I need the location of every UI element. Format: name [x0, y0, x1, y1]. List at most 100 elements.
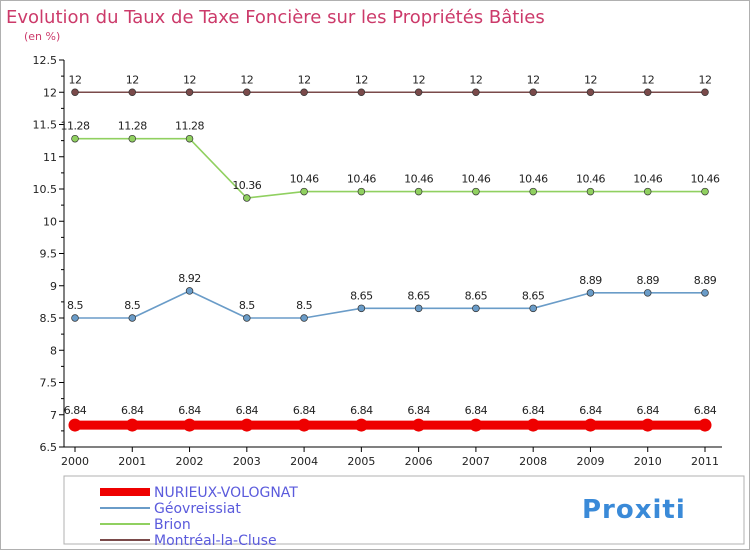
data-point — [128, 134, 137, 143]
data-point — [526, 418, 540, 432]
proxiti-logo: Proxiti — [582, 495, 686, 525]
data-point — [414, 304, 423, 313]
data-label: 12 — [298, 73, 311, 86]
y-tick-label: 11.5 — [33, 119, 58, 132]
y-axis-ticks: 6.5 7 7.5 8 8.5 9 9.5 10 10.5 11 11.5 12 12.5 — [33, 54, 64, 454]
data-label: 8.92 — [178, 272, 201, 285]
series-nurieux-volognat — [68, 418, 712, 432]
data-label: 8.89 — [694, 274, 717, 287]
data-label: 8.65 — [465, 289, 488, 302]
chart-title: Evolution du Taux de Taxe Foncière sur l… — [6, 7, 545, 28]
data-label: 10.46 — [290, 173, 319, 186]
x-axis-ticks: 2000 2001 2002 2003 2004 2005 2006 2007 2008 2009… — [61, 447, 719, 468]
x-tick-label: 2001 — [118, 455, 146, 468]
data-label: 11.28 — [61, 120, 90, 133]
data-label: 6.84 — [636, 404, 659, 417]
x-tick-label: 2011 — [691, 455, 719, 468]
data-point — [529, 88, 537, 96]
data-point — [357, 187, 366, 196]
data-point — [185, 287, 194, 295]
legend-label: Géovreissiat — [154, 501, 241, 517]
data-label: 6.84 — [178, 404, 201, 417]
y-tick-label: 9.5 — [40, 248, 58, 261]
data-point — [243, 88, 251, 96]
y-tick-label: 8 — [50, 344, 57, 357]
data-point — [414, 187, 423, 196]
data-point — [412, 418, 426, 432]
legend-label: Montréal-la-Cluse — [154, 533, 277, 549]
series-layer — [68, 88, 712, 432]
y-tick-label: 12 — [43, 86, 57, 99]
data-point — [125, 418, 139, 432]
data-point — [243, 194, 251, 202]
series-brion — [71, 134, 709, 202]
data-point — [698, 418, 712, 432]
data-label: 6.84 — [64, 404, 87, 417]
data-label: 10.46 — [633, 173, 662, 186]
data-point — [583, 418, 597, 432]
data-label: 12 — [527, 73, 540, 86]
data-label: 6.84 — [350, 404, 373, 417]
data-label: 8.89 — [579, 274, 602, 287]
data-point — [185, 88, 194, 96]
data-label: 10.46 — [347, 173, 376, 186]
data-label: 8.65 — [407, 289, 430, 302]
data-label: 8.65 — [350, 289, 373, 302]
legend-label: NURIEUX-VOLOGNAT — [154, 485, 298, 501]
y-tick-label: 8.5 — [40, 312, 58, 325]
x-tick-label: 2006 — [405, 455, 433, 468]
x-tick-label: 2002 — [176, 455, 204, 468]
proxiti-logo-text: Proxiti — [582, 495, 686, 525]
data-point — [71, 314, 79, 322]
data-point — [529, 187, 537, 196]
data-label: 12 — [584, 73, 597, 86]
x-tick-label: 2003 — [233, 455, 261, 468]
data-label: 12 — [126, 73, 139, 86]
y-tick-label: 7.5 — [40, 377, 58, 390]
data-label: 6.84 — [465, 404, 488, 417]
data-label: 12 — [641, 73, 654, 86]
data-label: 10.46 — [404, 173, 433, 186]
data-point — [641, 418, 655, 432]
data-label: 10.46 — [691, 173, 720, 186]
series-montr-al-la-cluse — [71, 88, 709, 96]
data-label: 8.5 — [124, 299, 140, 312]
data-point — [68, 418, 82, 432]
series-line — [75, 137, 705, 199]
y-tick-label: 7 — [50, 409, 57, 422]
data-label: 6.84 — [236, 404, 259, 417]
data-point — [529, 304, 537, 313]
data-point — [586, 88, 595, 96]
data-label: 11.28 — [175, 120, 204, 133]
y-tick-label: 11 — [43, 151, 57, 164]
data-point — [643, 289, 652, 297]
data-point — [472, 88, 480, 96]
data-label: 6.84 — [522, 404, 545, 417]
data-point — [183, 418, 197, 432]
y-tick-label: 9 — [50, 280, 57, 293]
data-label: 8.5 — [67, 299, 83, 312]
data-point — [71, 88, 79, 96]
series-g-ovreissiat — [71, 287, 709, 322]
data-label: 11.28 — [118, 120, 147, 133]
y-tick-label: 12.5 — [33, 54, 58, 67]
data-point — [701, 187, 709, 196]
data-label: 10.36 — [232, 179, 261, 192]
data-point — [472, 304, 480, 313]
data-point — [243, 314, 251, 322]
data-label: 10.46 — [519, 173, 548, 186]
legend-frame — [63, 475, 745, 545]
data-label: 8.5 — [296, 299, 312, 312]
y-tick-label: 10.5 — [33, 183, 58, 196]
data-label: 6.84 — [407, 404, 430, 417]
data-label: 6.84 — [694, 404, 717, 417]
y-tick-label: 6.5 — [40, 441, 58, 454]
data-label: 6.84 — [121, 404, 144, 417]
data-point — [185, 134, 194, 143]
data-label: 12 — [183, 73, 196, 86]
data-point — [300, 88, 308, 96]
data-label: 12 — [355, 73, 368, 86]
data-label: 12 — [240, 73, 253, 86]
data-label: 8.5 — [239, 299, 255, 312]
